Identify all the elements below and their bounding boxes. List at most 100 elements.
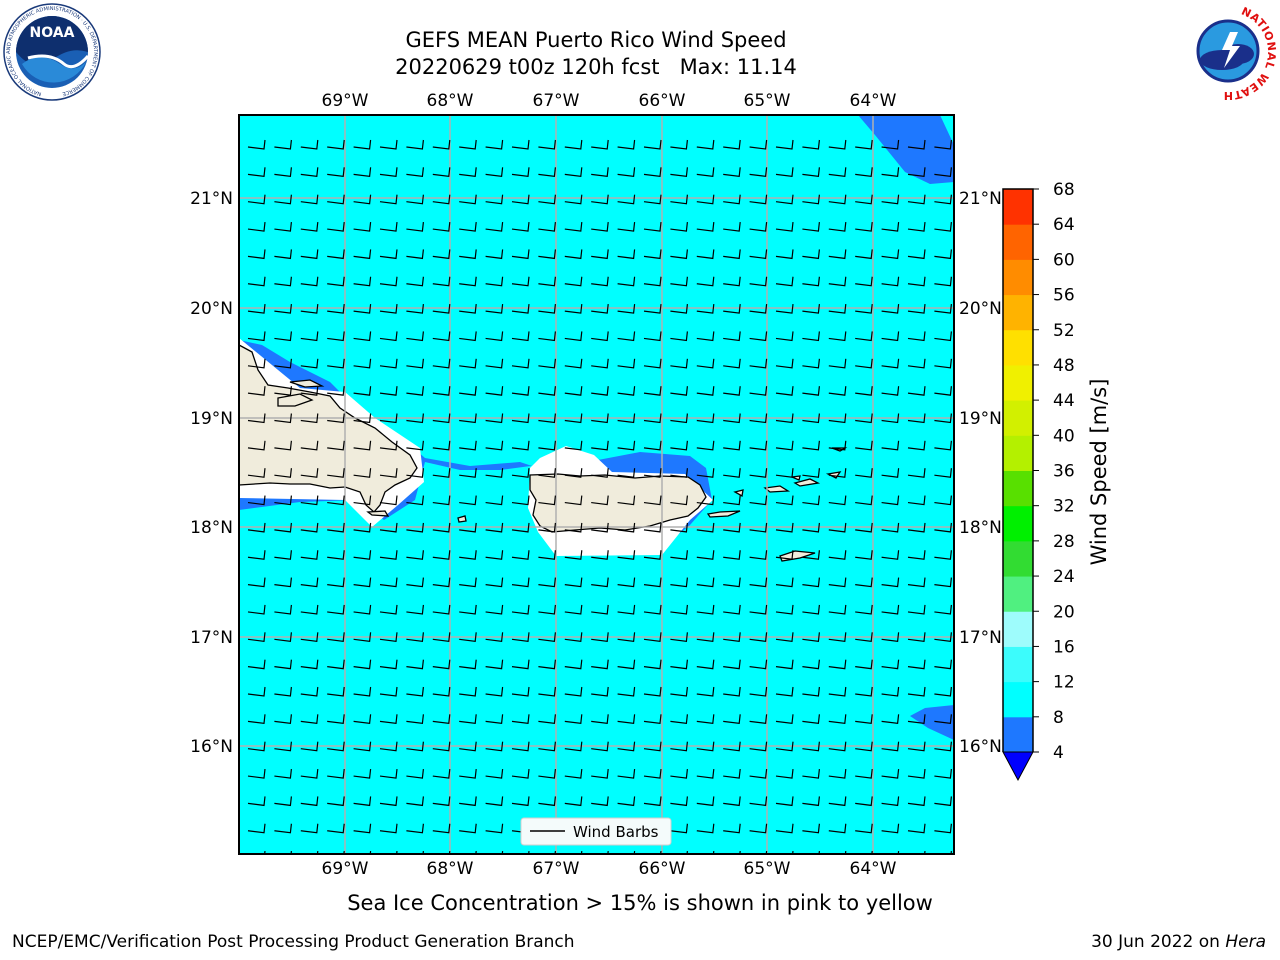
wind-barb <box>775 823 794 834</box>
wind-barb <box>643 276 662 287</box>
wind-barb <box>696 386 715 396</box>
wind-barbs-legend: Wind Barbs <box>520 817 672 846</box>
wind-barb <box>828 714 847 725</box>
wind-barb <box>775 522 794 533</box>
wind-barb <box>300 522 319 533</box>
wind-barb <box>247 276 266 287</box>
wind-barb <box>775 604 794 615</box>
wind-barb <box>907 632 926 642</box>
wind-barb <box>353 413 372 424</box>
wind-barb <box>300 167 319 178</box>
wind-barb <box>406 741 424 752</box>
wind-barb <box>511 714 530 725</box>
wind-barb <box>802 413 820 424</box>
wind-barb <box>643 604 662 615</box>
wind-barb <box>247 741 266 752</box>
wind-barb <box>643 167 662 178</box>
wind-barb <box>617 495 636 506</box>
wind-barb <box>775 577 794 588</box>
wind-barb <box>881 331 900 342</box>
wind-barb <box>406 413 424 424</box>
wind-barb <box>564 604 583 615</box>
wind-barb <box>379 304 398 314</box>
wind-barb <box>591 167 609 178</box>
wind-barb <box>327 659 345 670</box>
wind-barb <box>564 167 583 178</box>
wind-barb <box>723 331 741 342</box>
wind-barb <box>485 413 504 424</box>
wind-barb <box>485 139 504 150</box>
wind-barb <box>274 495 292 506</box>
lon-label-top: 65°W <box>744 91 791 111</box>
wind-barb <box>406 522 424 533</box>
wind-barb <box>855 249 873 260</box>
wind-barb <box>907 276 926 287</box>
wind-barb <box>538 632 556 642</box>
wind-barb <box>696 522 715 533</box>
wind-barb <box>485 495 504 506</box>
colorbar-segment <box>1003 505 1033 542</box>
wind-barb <box>855 304 873 314</box>
wind-barb <box>379 386 398 396</box>
wind-barb <box>749 167 768 178</box>
wind-barb <box>564 495 583 506</box>
wind-barb <box>379 249 398 260</box>
wind-barb <box>591 604 609 615</box>
wind-barb <box>749 468 768 478</box>
wind-barb <box>353 577 372 588</box>
wind-barb <box>855 358 873 369</box>
wind-barb <box>274 522 292 533</box>
wind-barb <box>828 495 847 506</box>
wind-barb <box>696 659 715 670</box>
lon-label-bottom: 66°W <box>639 859 686 879</box>
wind-barb <box>511 468 530 478</box>
wind-barb <box>643 768 662 779</box>
wind-barb <box>696 823 715 834</box>
wind-barb <box>828 139 847 150</box>
wind-barb <box>723 741 741 752</box>
wind-barb <box>327 331 345 342</box>
wind-barb <box>749 577 768 588</box>
wind-barb <box>828 550 847 560</box>
wind-barb <box>485 331 504 342</box>
wind-barb <box>828 413 847 424</box>
wind-barb <box>696 194 715 205</box>
footer-credit: NCEP/EMC/Verification Post Processing Pr… <box>12 932 575 952</box>
wind-barb <box>300 139 319 150</box>
colorbar-segment <box>1003 540 1033 577</box>
wind-barb <box>855 440 873 451</box>
wind-barb <box>670 358 688 369</box>
wind-barb <box>432 714 451 725</box>
wind-barb <box>538 686 556 697</box>
map-area <box>239 115 954 854</box>
wind-barb <box>485 768 504 779</box>
lon-label-bottom: 69°W <box>322 859 369 879</box>
wind-barb <box>802 468 820 478</box>
wind-barb <box>379 768 398 779</box>
wind-barb <box>353 440 372 451</box>
wind-barb <box>274 358 292 369</box>
wind-barb <box>723 632 741 642</box>
wind-barb <box>670 167 688 178</box>
wind-barb <box>353 823 372 834</box>
wind-barb <box>459 304 477 314</box>
lon-labels: 69°W 68°W 67°W 66°W 65°W 64°W 69°W 68°W … <box>322 91 897 879</box>
lat-label-left: 18°N <box>190 518 233 538</box>
wind-barb <box>881 577 900 588</box>
wind-barb <box>617 632 636 642</box>
wind-barb <box>591 495 609 506</box>
wind-barb <box>696 796 715 807</box>
wind-barb <box>643 139 662 150</box>
wind-barb <box>907 550 926 560</box>
wind-barb <box>881 440 900 451</box>
wind-barb <box>247 686 266 697</box>
wind-barb <box>696 741 715 752</box>
noaa-logo-text: NOAA <box>30 25 75 41</box>
wind-barb <box>406 768 424 779</box>
wind-barb <box>802 686 820 697</box>
saona-island <box>366 510 390 517</box>
wind-barb <box>749 823 768 834</box>
wind-barb <box>459 276 477 287</box>
wind-barb <box>749 632 768 642</box>
wind-barb <box>696 221 715 232</box>
